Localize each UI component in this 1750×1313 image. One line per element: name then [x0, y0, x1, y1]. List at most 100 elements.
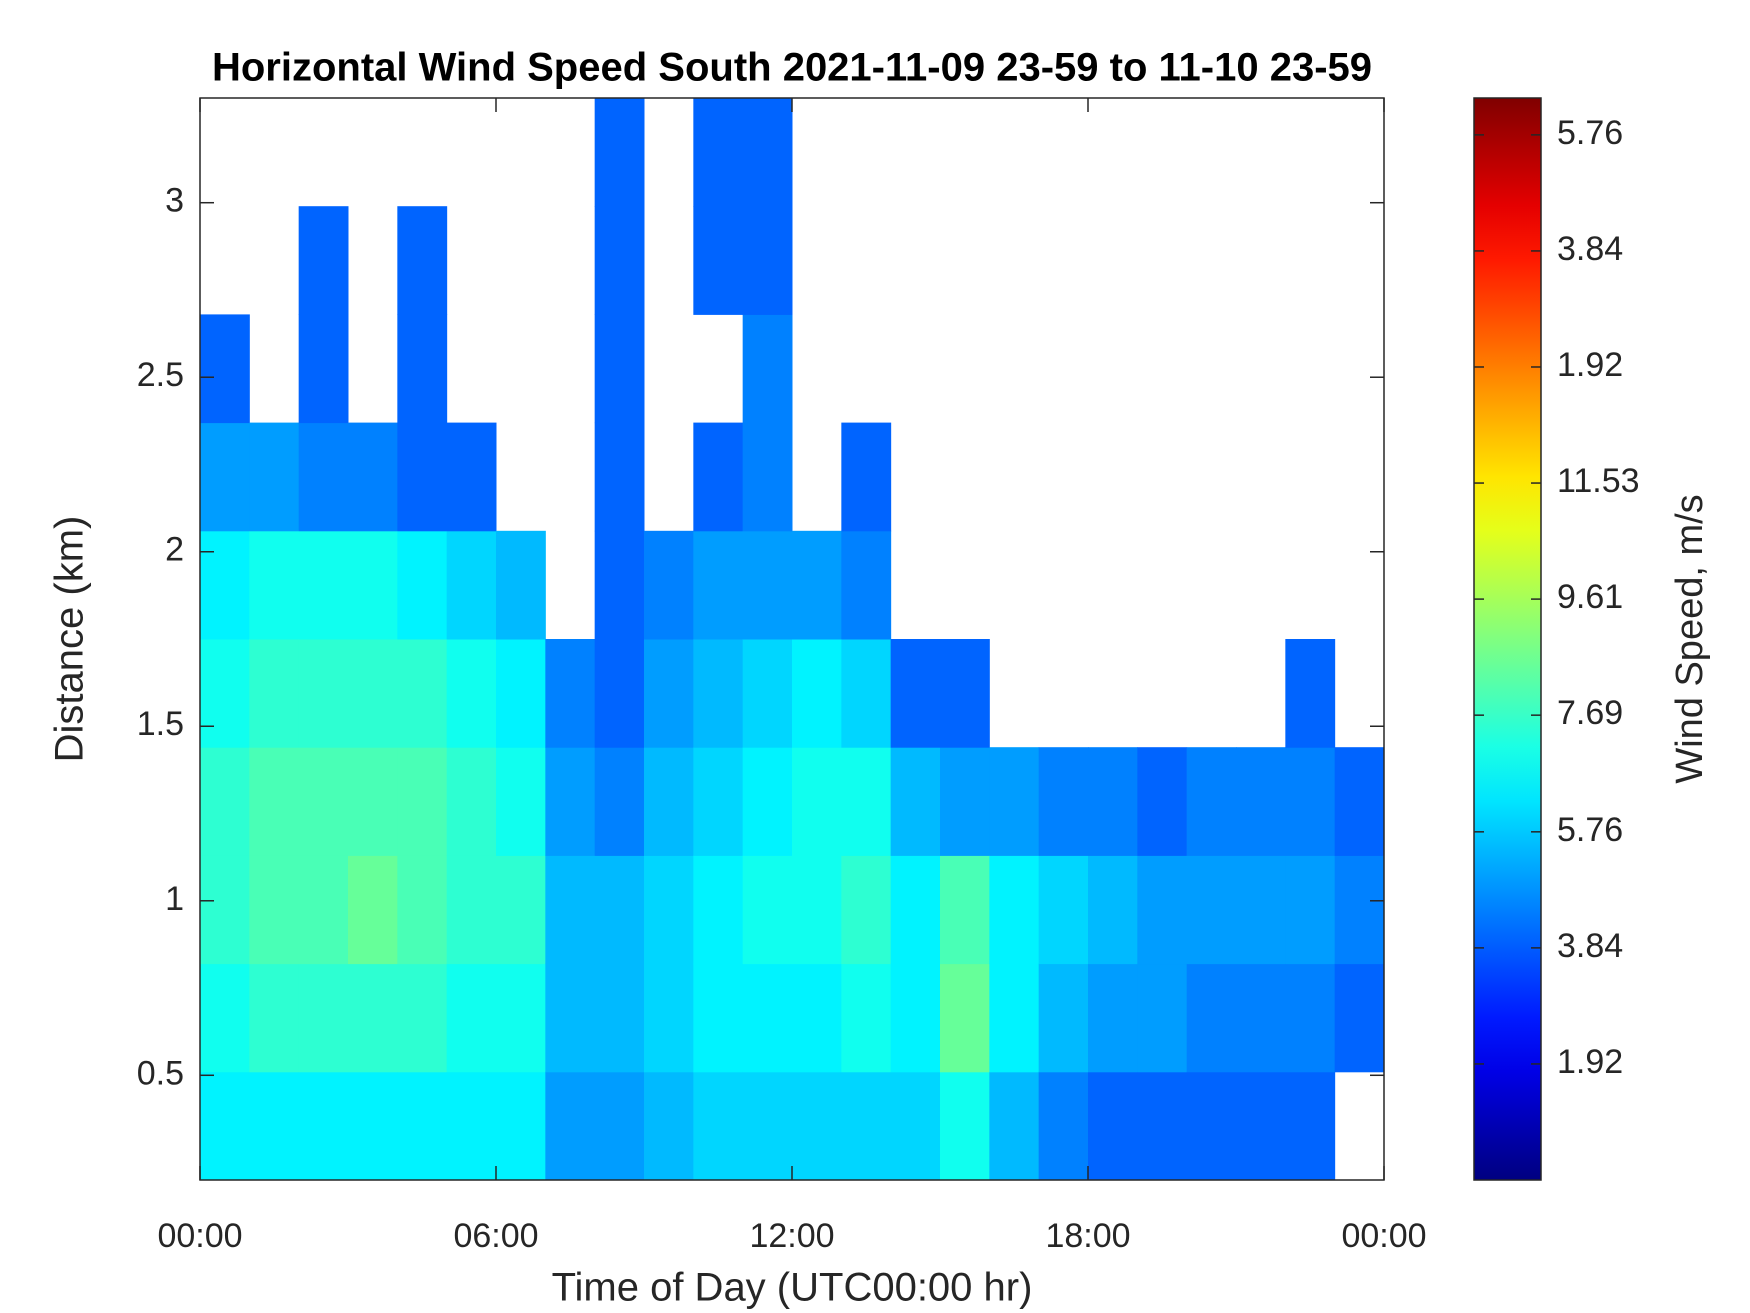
heatmap-cell: [594, 1071, 645, 1181]
colorbar-tick-label: 1.92: [1557, 1043, 1623, 1081]
heatmap-cell: [644, 530, 694, 640]
heatmap-cell: [890, 639, 941, 748]
y-tick-label: 1: [165, 880, 184, 918]
heatmap-cell: [1285, 1071, 1336, 1181]
heatmap-cell: [742, 314, 793, 424]
heatmap-cell: [446, 747, 497, 856]
heatmap-cell: [644, 639, 694, 748]
heatmap-cell: [693, 747, 744, 856]
heatmap-cell: [200, 855, 250, 965]
heatmap-cell: [693, 963, 744, 1073]
heatmap-cell: [348, 855, 398, 965]
heatmap-cell: [397, 1071, 448, 1181]
heatmap-cell: [496, 530, 546, 640]
heatmap-cell: [594, 206, 645, 315]
heatmap-cell: [644, 747, 694, 856]
y-tick-label: 0.5: [137, 1054, 184, 1092]
heatmap-cell: [545, 855, 596, 965]
heatmap-cell: [496, 1071, 546, 1181]
heatmap-cell: [594, 639, 645, 748]
y-tick-label: 1.5: [137, 705, 184, 743]
x-axis-label: Time of Day (UTC00:00 hr): [552, 1266, 1033, 1310]
heatmap-cell: [594, 314, 645, 424]
heatmap-cell: [644, 963, 694, 1073]
heatmap-cell: [397, 639, 448, 748]
heatmap-cell: [298, 639, 349, 748]
heatmap-cell: [348, 639, 398, 748]
heatmap-cell: [792, 747, 842, 856]
heatmap-cell: [742, 855, 793, 965]
heatmap-cell: [496, 963, 546, 1073]
heatmap-cell: [742, 639, 793, 748]
heatmap-cell: [1334, 855, 1385, 965]
heatmap-cell: [348, 530, 398, 640]
heatmap-cell: [298, 206, 349, 315]
heatmap-cell: [200, 422, 250, 532]
heatmap-cell: [989, 1071, 1040, 1181]
heatmap-cell: [298, 855, 349, 965]
heatmap-cell: [200, 747, 250, 856]
heatmap-cell: [989, 855, 1040, 965]
heatmap-cell: [742, 1071, 793, 1181]
heatmap-cell: [594, 530, 645, 640]
heatmap-cell: [298, 314, 349, 424]
y-tick-label: 2: [165, 531, 184, 569]
heatmap-cell: [594, 422, 645, 532]
heatmap-cell: [397, 855, 448, 965]
heatmap-cell: [1285, 855, 1336, 965]
heatmap-cell: [348, 422, 398, 532]
heatmap-cell: [249, 747, 300, 856]
heatmap-cell: [1285, 747, 1336, 856]
heatmap-cell: [1088, 1071, 1138, 1181]
heatmap-cell: [742, 747, 793, 856]
heatmap-cell: [890, 855, 941, 965]
heatmap-cell: [1236, 1071, 1286, 1181]
heatmap-cell: [792, 530, 842, 640]
heatmap-cell: [989, 963, 1040, 1073]
heatmap-cell: [298, 530, 349, 640]
heatmap-cell: [644, 1071, 694, 1181]
heatmap-cell: [693, 98, 744, 207]
heatmap-cell: [693, 639, 744, 748]
heatmap-cell: [249, 530, 300, 640]
colorbar-tick-label: 11.53: [1557, 462, 1640, 500]
heatmap-cell: [841, 747, 892, 856]
colorbar-tick-label: 7.69: [1557, 694, 1623, 732]
heatmap-cell: [792, 1071, 842, 1181]
heatmap-cell: [496, 639, 546, 748]
heatmap-cell: [940, 963, 990, 1073]
y-tick-label: 3: [165, 182, 184, 220]
heatmap-cell: [594, 963, 645, 1073]
chart-title: Horizontal Wind Speed South 2021-11-09 2…: [212, 46, 1372, 90]
heatmap-cell: [693, 1071, 744, 1181]
heatmap-cell: [594, 98, 645, 207]
heatmap-cell: [545, 1071, 596, 1181]
heatmap-cell: [397, 530, 448, 640]
heatmap-cell: [446, 1071, 497, 1181]
heatmap-cell: [940, 1071, 990, 1181]
heatmap-cell: [348, 747, 398, 856]
heatmap-cell: [1186, 1071, 1237, 1181]
heatmap-cell: [446, 855, 497, 965]
heatmap-cell: [693, 206, 744, 315]
heatmap-cell: [1236, 855, 1286, 965]
heatmap-cell: [742, 206, 793, 315]
heatmap-cell: [496, 855, 546, 965]
colorbar-tick-label: 5.76: [1557, 811, 1623, 849]
heatmap-cell: [446, 639, 497, 748]
heatmap-cell: [1285, 639, 1336, 748]
heatmap-cell: [1088, 855, 1138, 965]
colorbar-tick-label: 1.92: [1557, 346, 1623, 384]
heatmap-cell: [792, 639, 842, 748]
heatmap-cell: [792, 963, 842, 1073]
heatmap-cell: [890, 1071, 941, 1181]
heatmap-cell: [1038, 747, 1089, 856]
heatmap-cell: [841, 422, 892, 532]
heatmap-cell: [1137, 747, 1188, 856]
heatmap-cell: [841, 1071, 892, 1181]
x-tick-label: 00:00: [1341, 1217, 1426, 1255]
heatmap-cell: [397, 314, 448, 424]
heatmap-cell: [298, 963, 349, 1073]
